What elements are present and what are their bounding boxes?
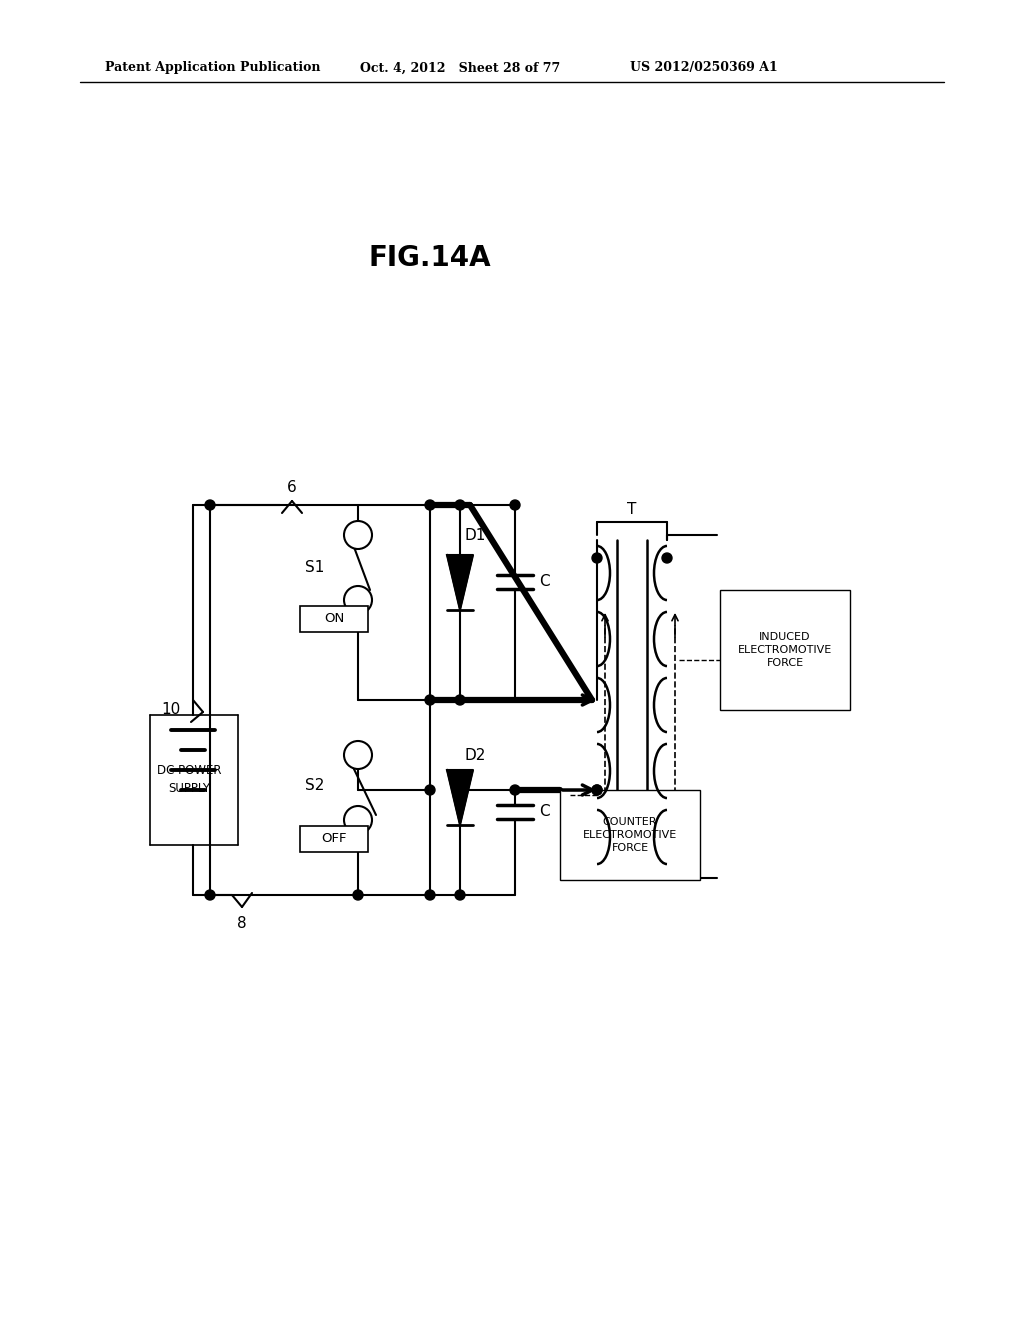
Text: INDUCED
ELECTROMOTIVE
FORCE: INDUCED ELECTROMOTIVE FORCE — [738, 632, 833, 668]
FancyBboxPatch shape — [300, 606, 368, 632]
Circle shape — [592, 785, 602, 795]
Text: Oct. 4, 2012   Sheet 28 of 77: Oct. 4, 2012 Sheet 28 of 77 — [360, 62, 560, 74]
Text: D1: D1 — [465, 528, 486, 543]
Circle shape — [205, 500, 215, 510]
Circle shape — [592, 785, 602, 795]
Circle shape — [455, 785, 465, 795]
Text: Patent Application Publication: Patent Application Publication — [105, 62, 321, 74]
Text: ON: ON — [324, 612, 344, 626]
Circle shape — [425, 500, 435, 510]
Circle shape — [344, 741, 372, 770]
FancyBboxPatch shape — [720, 590, 850, 710]
Circle shape — [344, 807, 372, 834]
Text: 8: 8 — [238, 916, 247, 931]
Text: OFF: OFF — [322, 833, 347, 846]
Text: C: C — [539, 804, 550, 820]
Text: D2: D2 — [465, 747, 486, 763]
Circle shape — [353, 890, 362, 900]
Polygon shape — [447, 770, 473, 825]
Circle shape — [662, 553, 672, 564]
FancyBboxPatch shape — [560, 789, 700, 880]
Circle shape — [510, 785, 520, 795]
Text: 10: 10 — [162, 702, 180, 718]
Circle shape — [455, 500, 465, 510]
Polygon shape — [447, 554, 473, 610]
Circle shape — [592, 553, 602, 564]
Circle shape — [344, 521, 372, 549]
Text: S1: S1 — [305, 561, 325, 576]
Text: S2: S2 — [305, 777, 325, 792]
Circle shape — [205, 890, 215, 900]
Circle shape — [455, 696, 465, 705]
Circle shape — [425, 890, 435, 900]
Circle shape — [425, 785, 435, 795]
Text: US 2012/0250369 A1: US 2012/0250369 A1 — [630, 62, 778, 74]
Circle shape — [425, 696, 435, 705]
Text: T: T — [628, 503, 637, 517]
Text: DC POWER
SUPPLY: DC POWER SUPPLY — [157, 764, 221, 796]
Text: 6: 6 — [287, 479, 297, 495]
Text: FIG.14A: FIG.14A — [369, 244, 492, 272]
Text: C: C — [539, 574, 550, 590]
Circle shape — [455, 890, 465, 900]
Circle shape — [344, 586, 372, 614]
FancyBboxPatch shape — [300, 826, 368, 851]
Circle shape — [510, 500, 520, 510]
Text: COUNTER
ELECTROMOTIVE
FORCE: COUNTER ELECTROMOTIVE FORCE — [583, 817, 677, 853]
